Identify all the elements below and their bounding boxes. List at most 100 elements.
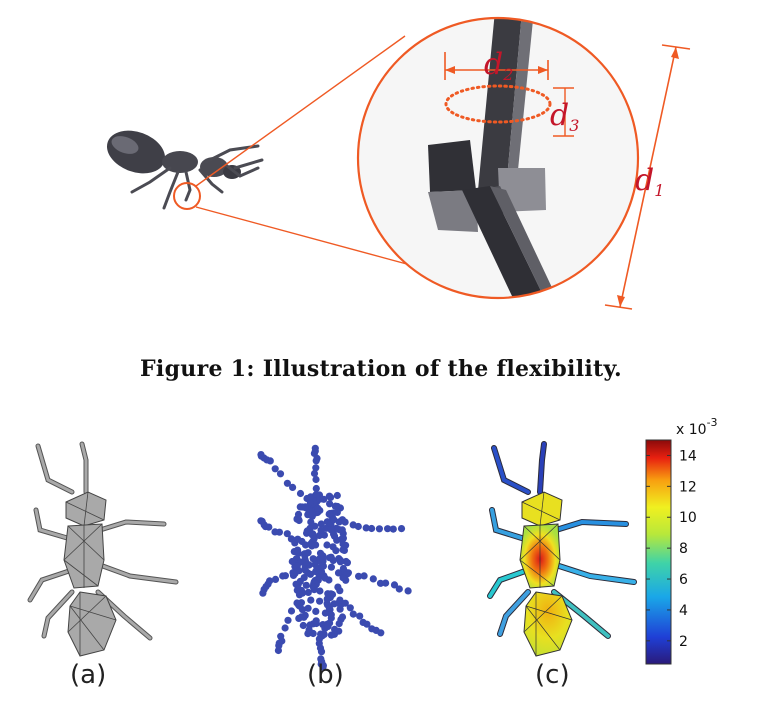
point [276,470,285,478]
point [362,524,370,532]
point [332,547,340,555]
point [338,613,347,621]
point [312,607,320,615]
point [317,526,325,534]
point [303,527,311,535]
flexibility-illustration: d2 d3 d1 [106,16,691,310]
point [312,617,320,625]
point [363,620,371,628]
subfigure-label-c: (c) [535,660,570,690]
label-d3: d3 [550,98,579,135]
point [327,563,335,571]
point [294,510,303,518]
point [335,620,343,628]
point [341,599,349,607]
point [307,596,315,604]
heatmap-ant [487,441,637,657]
point [356,612,364,620]
ant-model [106,130,264,210]
point [333,508,341,516]
point [311,444,319,452]
point [271,528,279,536]
point [360,572,368,580]
point [343,559,351,567]
point [312,484,320,493]
point [369,575,377,583]
label-d2: d2 [484,47,513,84]
point [310,583,318,591]
point [331,502,340,510]
colorbar-tick-label: 2 [679,634,688,650]
point [316,587,324,595]
point [305,626,313,634]
figure-1-caption: Figure 1: Illustration of the flexibilit… [140,356,622,382]
point [321,574,329,582]
colorbar-tick-label: 10 [679,510,697,526]
colorbar: 14 12 10 8 6 4 2 x 10-3 [645,416,718,665]
point [376,579,385,587]
point [302,558,310,566]
label-d1: d1 [635,163,664,200]
point [390,581,399,589]
point [314,504,322,512]
point [338,526,346,534]
point [325,510,333,518]
colorbar-gradient [645,439,672,665]
point [283,479,291,487]
point [304,604,312,612]
point [283,530,291,538]
dimension-d2 [444,52,549,80]
point [294,546,302,554]
point [327,590,335,598]
subfigure-label-b: (b) [307,660,344,690]
point [259,589,267,597]
colorbar-tick-label: 4 [679,603,688,619]
point [310,535,318,543]
point [375,525,383,533]
point [319,555,327,563]
point [307,493,315,501]
point [397,525,406,533]
point [355,572,363,580]
point [325,604,333,612]
colorbar-tick-label: 14 [679,448,697,464]
colorbar-tick-label: 8 [679,541,688,557]
colorbar-tick-label: 12 [679,479,697,495]
point [339,564,347,573]
ant-representations-figure: 14 12 10 8 6 4 2 x 10-3 [27,416,718,671]
colorbar-tick-label: 6 [679,572,688,588]
point [342,541,350,549]
point [307,518,315,526]
point [341,518,349,526]
point [319,663,327,671]
dimension-d3 [553,87,574,137]
point [295,567,303,575]
point [344,569,352,577]
point [395,585,403,593]
point [326,500,334,508]
point [336,596,344,604]
dimension-d3-ellipse [444,84,552,124]
point [289,569,297,577]
point [293,599,301,607]
point [382,579,390,587]
point [339,534,347,542]
point [336,558,344,566]
point [279,572,287,580]
point [354,522,362,531]
point [327,553,335,561]
point [349,610,357,618]
point [297,613,306,621]
point [296,489,305,498]
mesh-ant [27,441,179,657]
point [312,464,320,472]
point [284,616,292,624]
point [318,563,326,571]
point [317,648,326,656]
point [257,451,265,459]
zoom-source-circle [173,182,201,210]
point [339,574,347,582]
point [304,549,312,557]
point [309,555,317,563]
point [368,524,376,533]
